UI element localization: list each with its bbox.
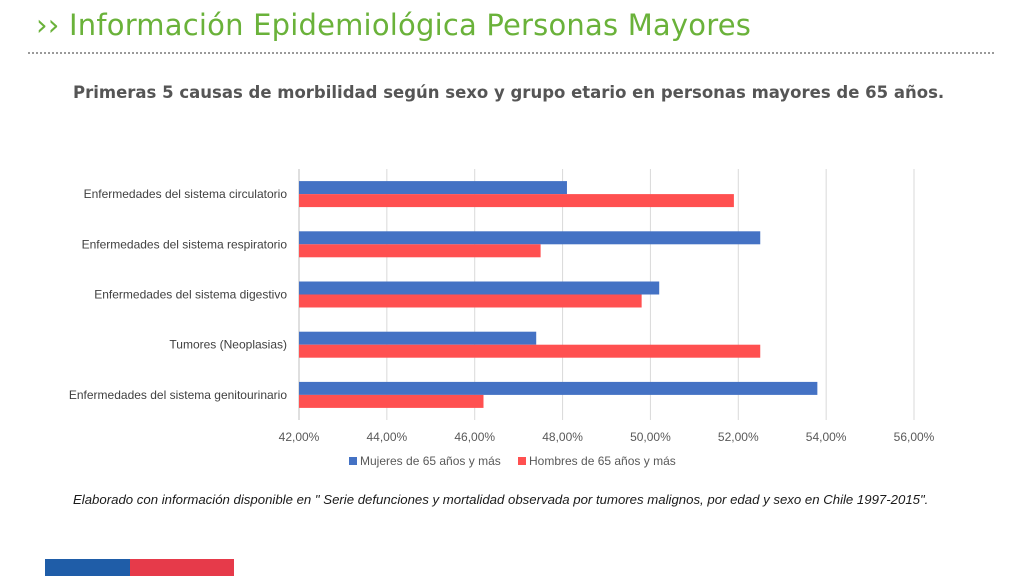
legend-item-hombres[interactable]: Hombres de 65 años y más <box>518 454 676 468</box>
chart-category-labels: Enfermedades del sistema circulatorio Enf… <box>69 187 287 402</box>
x-tick-label: 46,00% <box>454 430 495 444</box>
slide-title: ›› Información Epidemiológica Personas M… <box>36 8 752 42</box>
legend-item-mujeres[interactable]: Mujeres de 65 años y más <box>349 454 501 468</box>
legend-label: Hombres de 65 años y más <box>529 454 676 468</box>
chart-x-tick-labels: 42,00% 44,00% 46,00% 48,00% 50,00% 52,00% 54,0… <box>279 430 935 444</box>
category-label: Enfermedades del sistema circulatorio <box>84 187 288 201</box>
footer-bar-red <box>130 559 234 576</box>
x-tick-label: 42,00% <box>279 430 320 444</box>
source-note: Elaborado con información disponible en … <box>73 492 929 507</box>
x-tick-label: 56,00% <box>894 430 935 444</box>
bar-mujeres <box>299 331 537 345</box>
x-tick-label: 54,00% <box>806 430 847 444</box>
bar-hombres <box>299 394 484 408</box>
x-tick-label: 52,00% <box>718 430 759 444</box>
legend-swatch <box>349 457 357 465</box>
chart-legend[interactable]: Mujeres de 65 años y más Hombres de 65 añ… <box>349 454 676 468</box>
bar-mujeres <box>299 381 818 395</box>
bar-mujeres <box>299 181 567 195</box>
category-label: Tumores (Neoplasias) <box>169 338 287 352</box>
bar-mujeres <box>299 231 761 245</box>
x-tick-label: 48,00% <box>542 430 583 444</box>
chart-bars <box>299 181 818 408</box>
legend-label: Mujeres de 65 años y más <box>360 454 501 468</box>
bar-hombres <box>299 344 761 358</box>
category-label: Enfermedades del sistema digestivo <box>94 288 287 302</box>
legend-swatch <box>518 457 526 465</box>
title-divider <box>28 52 994 54</box>
category-label: Enfermedades del sistema genitourinario <box>69 388 287 402</box>
chart-heading: Primeras 5 causas de morbilidad según se… <box>73 83 945 102</box>
bar-mujeres <box>299 281 660 295</box>
bar-hombres <box>299 294 642 308</box>
x-tick-label: 44,00% <box>367 430 408 444</box>
bar-hombres <box>299 194 734 208</box>
x-tick-label: 50,00% <box>630 430 671 444</box>
category-label: Enfermedades del sistema respiratorio <box>82 237 288 251</box>
bar-hombres <box>299 244 541 258</box>
footer-bar-blue <box>45 559 130 576</box>
